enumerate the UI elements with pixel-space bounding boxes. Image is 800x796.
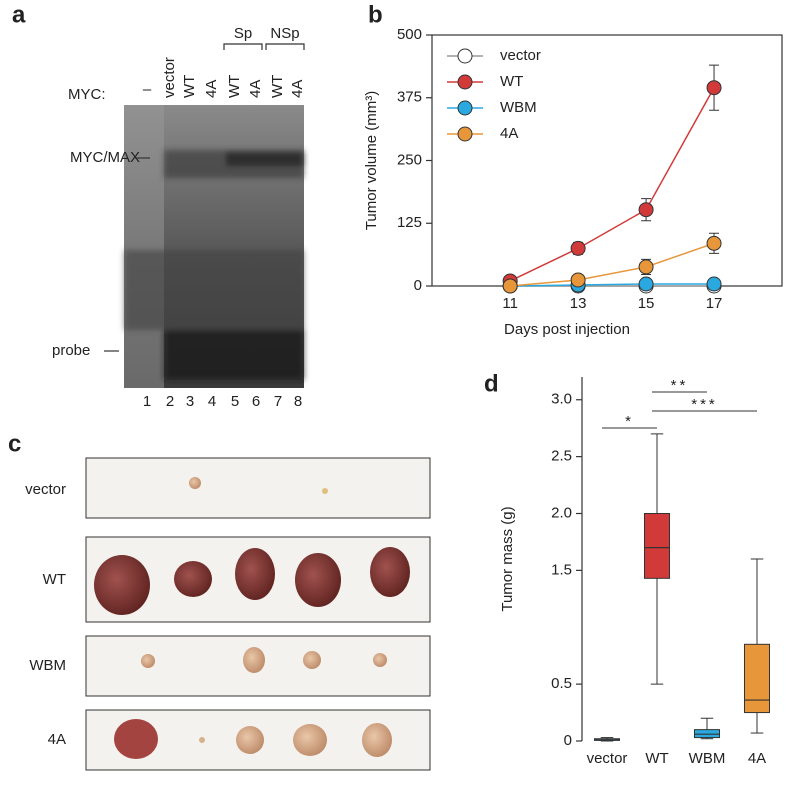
- legend-label: 4A: [500, 125, 518, 142]
- legend-marker: [457, 126, 473, 142]
- x-tick-label: WBM: [689, 750, 726, 767]
- data-point: [706, 80, 722, 96]
- x-tick-label: 13: [570, 295, 587, 312]
- significance-label: **: [671, 377, 689, 394]
- box: [644, 513, 670, 579]
- lane-label: WT: [269, 75, 286, 98]
- data-point: [706, 276, 722, 292]
- legend-marker: [457, 48, 473, 64]
- y-tick-label: 125: [397, 214, 422, 231]
- y-tick-label: 0.5: [551, 675, 572, 692]
- box: [744, 643, 770, 714]
- series-line: [510, 283, 715, 287]
- legend-marker: [457, 100, 473, 116]
- lane-label: 4A: [203, 80, 220, 98]
- y-tick-label: 375: [397, 89, 422, 106]
- x-tick-label: 17: [706, 295, 723, 312]
- y-tick-label: 1.5: [551, 561, 572, 578]
- y-tick-label: 500: [397, 26, 422, 43]
- x-axis-label: Days post injection: [504, 321, 630, 338]
- photo-panel: vector WT WBM 4A: [25, 457, 431, 771]
- lane-number: 2: [166, 393, 174, 410]
- x-tick-label: 11: [502, 295, 518, 312]
- y-tick-label: 3.0: [551, 391, 572, 408]
- panel-label: a: [12, 1, 26, 28]
- panel-label: b: [368, 1, 383, 28]
- row-label: WBM: [29, 657, 66, 674]
- lane-label: 4A: [289, 80, 306, 98]
- tumors: [94, 477, 410, 759]
- y-axis-label: Tumor volume (mm³): [363, 91, 380, 230]
- significance-label: *: [625, 413, 634, 430]
- gel-panel: MYC: MYC/MAX probe Sp NSp: [52, 25, 305, 388]
- band-label: probe: [52, 342, 90, 359]
- series-line: [510, 242, 715, 287]
- panel-label: c: [8, 430, 21, 457]
- legend-marker: [457, 74, 473, 90]
- bracket: [223, 43, 263, 50]
- y-tick-label: 0: [414, 277, 422, 294]
- data-point: [706, 235, 722, 251]
- lane-number: 6: [252, 393, 260, 410]
- y-tick-label: 2.0: [551, 504, 572, 521]
- y-tick-label: 250: [397, 151, 422, 168]
- lane-label: WT: [226, 75, 243, 98]
- lane-label: vector: [161, 57, 178, 98]
- lane-label: 4A: [247, 80, 264, 98]
- lane-label: –: [143, 81, 152, 98]
- lane-number: 1: [143, 393, 151, 410]
- panel-label: d: [484, 370, 499, 397]
- lane-number: 5: [231, 393, 239, 410]
- bracket: [265, 43, 305, 50]
- y-axis-label: Tumor mass (g): [499, 506, 516, 611]
- data-point: [638, 276, 654, 292]
- legend-label: WT: [500, 73, 523, 90]
- row-label: 4A: [48, 731, 66, 748]
- data-point: [570, 272, 586, 288]
- lane-number: 3: [186, 393, 194, 410]
- group-label: Sp: [234, 25, 252, 42]
- y-tick-label: 0: [564, 732, 572, 749]
- data-point: [570, 240, 586, 256]
- row-label: vector: [25, 481, 66, 498]
- gel-row-label: MYC:: [68, 86, 106, 103]
- data-point: [638, 202, 654, 218]
- gel-bands: [124, 150, 304, 380]
- photo-frame: [85, 457, 431, 519]
- lane-label: WT: [181, 75, 198, 98]
- gel-lane-bg: [124, 105, 164, 388]
- group-label: NSp: [270, 25, 299, 42]
- data-point: [502, 278, 518, 294]
- x-tick-label: WT: [645, 750, 668, 767]
- band-label: MYC/MAX: [70, 149, 140, 166]
- x-tick-label: 4A: [748, 750, 766, 767]
- lane-number: 8: [294, 393, 302, 410]
- significance-label: ***: [691, 396, 718, 413]
- x-tick-label: 15: [638, 295, 655, 312]
- y-tick-label: 2.5: [551, 448, 572, 465]
- x-tick-label: vector: [587, 750, 628, 767]
- plot-frame: [431, 34, 783, 287]
- row-label: WT: [43, 571, 66, 588]
- data-point: [638, 259, 654, 275]
- lane-number: 7: [274, 393, 282, 410]
- series-line: [509, 87, 715, 282]
- lane-number: 4: [208, 393, 216, 410]
- legend-label: vector: [500, 47, 541, 64]
- legend-label: WBM: [500, 99, 537, 116]
